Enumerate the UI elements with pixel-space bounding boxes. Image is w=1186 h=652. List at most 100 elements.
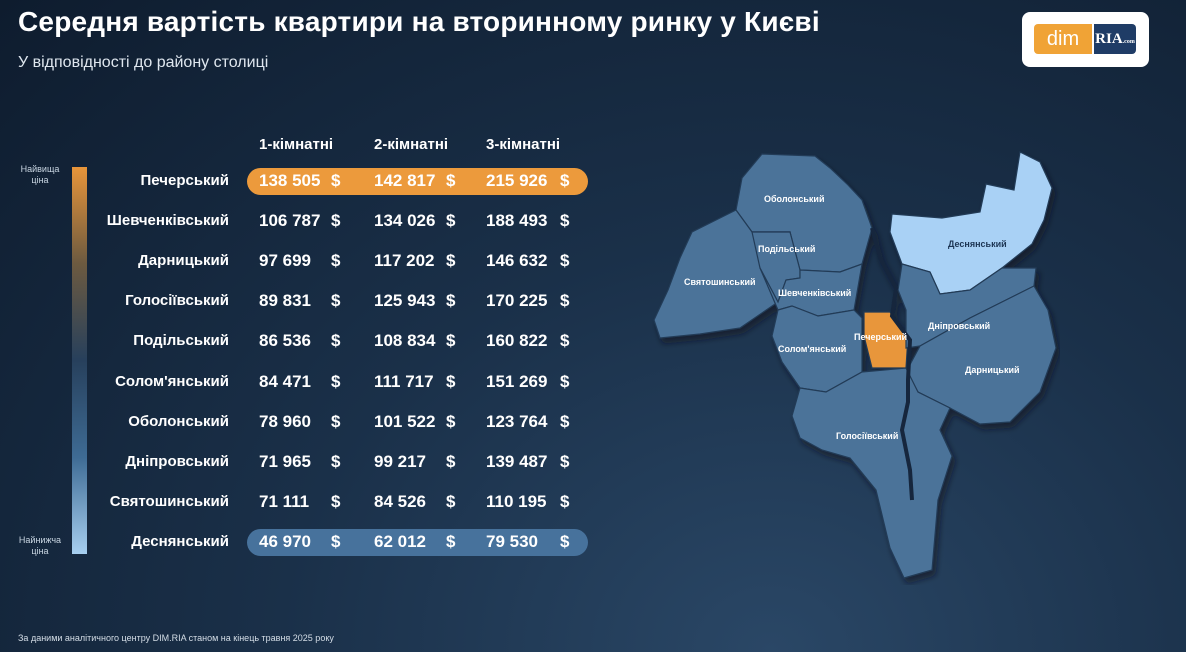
district-name: Дніпровський — [125, 452, 229, 470]
currency-symbol: $ — [446, 531, 456, 551]
currency-symbol: $ — [331, 371, 341, 391]
currency-symbol: $ — [560, 411, 570, 431]
table-row: Шевченківський 106 787 $134 026 $188 493 $ — [0, 208, 600, 235]
currency-symbol: $ — [560, 451, 570, 471]
table-row: Печерський 138 505 $142 817 $215 926 $ — [0, 168, 600, 195]
district-name: Деснянський — [131, 532, 229, 550]
map-label-shevchenkivskyi: Шевченківський — [778, 288, 851, 298]
price-value: 89 831 — [259, 291, 311, 311]
currency-symbol: $ — [331, 411, 341, 431]
district-name: Дарницький — [138, 252, 229, 270]
logo-ria: RIA.com — [1094, 24, 1136, 54]
currency-symbol: $ — [446, 491, 456, 511]
price-value: 111 717 — [374, 371, 434, 391]
logo-ria-small: .com — [1122, 39, 1135, 45]
price-value: 125 943 — [374, 291, 436, 311]
price-value: 71 111 — [259, 491, 310, 511]
price-value: 84 471 — [259, 371, 311, 391]
currency-symbol: $ — [331, 291, 341, 311]
currency-symbol: $ — [560, 371, 570, 391]
map-label-darnytskyi: Дарницький — [965, 365, 1020, 375]
price-value: 123 764 — [486, 411, 548, 431]
table-row: Деснянський 46 970 $62 012 $79 530 $ — [0, 529, 600, 556]
price-value: 139 487 — [486, 451, 548, 471]
currency-symbol: $ — [446, 211, 456, 231]
currency-symbol: $ — [446, 411, 456, 431]
price-value: 117 202 — [374, 251, 435, 271]
map-label-pecherskyi: Печерський — [854, 332, 907, 342]
district-name: Оболонський — [128, 412, 229, 430]
currency-symbol: $ — [331, 491, 341, 511]
price-value: 62 012 — [374, 531, 426, 551]
map-label-solomianskyi: Солом'янський — [778, 344, 846, 354]
logo-ria-text: RIA — [1095, 31, 1123, 47]
scale-top-label: Найвища ціна — [20, 164, 60, 185]
district-name: Голосіївський — [125, 292, 229, 310]
table-row: Дніпровський 71 965 $99 217 $139 487 $ — [0, 449, 600, 476]
currency-symbol: $ — [446, 291, 456, 311]
map-district-holosiivskyi — [791, 367, 953, 579]
price-value: 99 217 — [374, 451, 426, 471]
table-row: Дарницький 97 699 $117 202 $146 632 $ — [0, 248, 600, 275]
footnote: За даними аналітичного центру DIM.RIA ст… — [18, 633, 334, 643]
currency-symbol: $ — [446, 331, 456, 351]
currency-symbol: $ — [446, 251, 456, 271]
table-row: Солом'янський 84 471 $111 717 $151 269 $ — [0, 369, 600, 396]
price-value: 170 225 — [486, 291, 548, 311]
table-row: Оболонський 78 960 $101 522 $123 764 $ — [0, 409, 600, 436]
price-value: 215 926 — [486, 171, 548, 190]
currency-symbol: $ — [560, 171, 570, 190]
map-label-sviatoshynskyi: Святошинський — [684, 277, 756, 287]
currency-symbol: $ — [560, 211, 570, 231]
price-value: 160 822 — [486, 331, 548, 351]
map-label-podilskyi: Подільський — [758, 244, 815, 254]
table-row: Подільський 86 536 $108 834 $160 822 $ — [0, 328, 600, 355]
col-header-3room: 3-кімнатні — [486, 136, 561, 153]
price-value: 138 505 — [259, 171, 321, 190]
dimria-logo: dim RIA.com — [1022, 12, 1149, 67]
district-name: Святошинський — [109, 492, 229, 510]
price-value: 97 699 — [259, 251, 311, 271]
scale-bottom-label: Найнижча ціна — [18, 535, 62, 556]
highest-row-highlight — [247, 168, 588, 195]
currency-symbol: $ — [560, 531, 570, 551]
map-label-dniprovskyi: Дніпровський — [928, 321, 990, 331]
currency-symbol: $ — [331, 331, 341, 351]
price-value: 84 526 — [374, 491, 426, 511]
currency-symbol: $ — [560, 291, 570, 311]
price-value: 146 632 — [486, 251, 548, 271]
currency-symbol: $ — [560, 331, 570, 351]
price-value: 79 530 — [486, 531, 538, 551]
district-name: Печерський — [140, 172, 229, 189]
district-name: Подільський — [133, 332, 229, 350]
logo-dim: dim — [1034, 24, 1092, 54]
dnipro-river — [870, 227, 914, 501]
table-row: Голосіївський 89 831 $125 943 $170 225 $ — [0, 288, 600, 315]
price-value: 71 965 — [259, 451, 311, 471]
price-value: 151 269 — [486, 371, 548, 391]
price-value: 78 960 — [259, 411, 311, 431]
currency-symbol: $ — [446, 171, 456, 190]
lowest-row-highlight — [247, 529, 588, 556]
price-value: 86 536 — [259, 331, 311, 351]
kyiv-districts-map: Оболонський Подільський Святошинський Ше… — [653, 151, 1057, 579]
currency-symbol: $ — [331, 451, 341, 471]
col-header-1room: 1-кімнатні — [259, 136, 334, 153]
currency-symbol: $ — [560, 251, 570, 271]
district-name: Шевченківський — [106, 212, 229, 230]
page-title: Середня вартість квартири на вторинному … — [18, 6, 820, 37]
currency-symbol: $ — [446, 451, 456, 471]
page-subtitle: У відповідності до району столиці — [18, 54, 269, 71]
col-header-2room: 2-кімнатні — [374, 136, 449, 153]
map-label-desnianskyi: Деснянський — [948, 239, 1007, 249]
currency-symbol: $ — [446, 371, 456, 391]
price-value: 46 970 — [259, 531, 311, 551]
price-scale-bar — [72, 167, 87, 554]
table-row: Святошинський 71 111 $84 526 $110 195 $ — [0, 489, 600, 516]
price-value: 134 026 — [374, 211, 436, 231]
district-name: Солом'янський — [115, 372, 229, 390]
currency-symbol: $ — [331, 171, 341, 190]
price-value: 108 834 — [374, 331, 436, 351]
price-value: 142 817 — [374, 171, 436, 190]
price-value: 101 522 — [374, 411, 436, 431]
